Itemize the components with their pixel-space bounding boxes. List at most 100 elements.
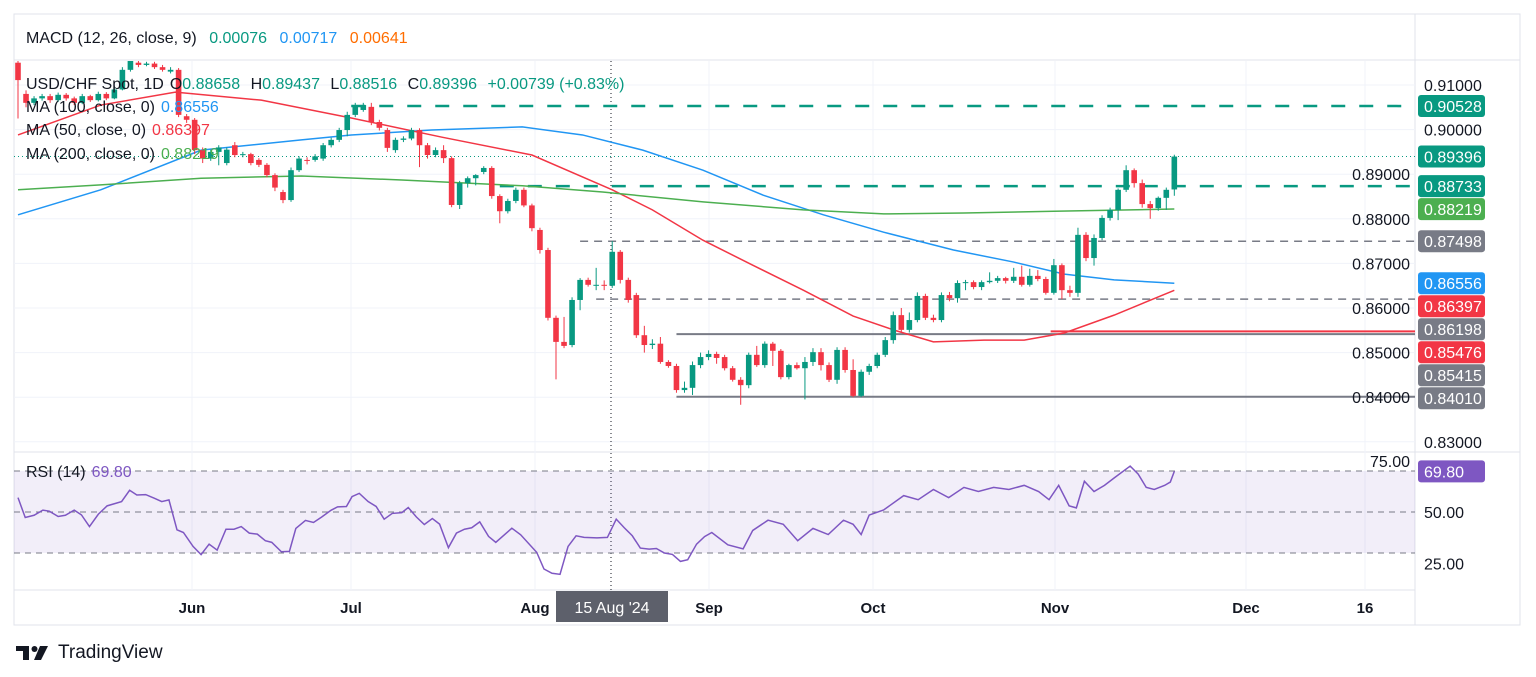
- candle[interactable]: [802, 357, 808, 400]
- candle[interactable]: [232, 142, 238, 158]
- candle[interactable]: [1043, 276, 1049, 295]
- candle[interactable]: [585, 277, 591, 287]
- candle[interactable]: [737, 377, 744, 405]
- ma200-legend[interactable]: MA (200, close, 0) 0.88219: [26, 145, 225, 165]
- candle[interactable]: [497, 194, 503, 224]
- candle[interactable]: [874, 352, 881, 369]
- candle[interactable]: [890, 311, 897, 344]
- candle[interactable]: [946, 291, 953, 302]
- candle[interactable]: [649, 339, 656, 350]
- candle[interactable]: [191, 118, 198, 155]
- candle[interactable]: [745, 352, 752, 389]
- candle[interactable]: [954, 280, 961, 303]
- candle[interactable]: [488, 166, 495, 199]
- candle[interactable]: [183, 113, 190, 123]
- candle[interactable]: [1010, 267, 1017, 284]
- candle[interactable]: [143, 61, 150, 67]
- candle[interactable]: [633, 292, 640, 338]
- candle[interactable]: [697, 352, 704, 369]
- candle[interactable]: [79, 93, 86, 105]
- candle[interactable]: [424, 142, 431, 159]
- candle[interactable]: [288, 167, 294, 202]
- candle[interactable]: [151, 61, 158, 69]
- candle[interactable]: [336, 127, 342, 143]
- candle[interactable]: [938, 292, 945, 323]
- candle[interactable]: [609, 241, 616, 288]
- candle[interactable]: [569, 297, 575, 348]
- candle[interactable]: [761, 341, 768, 368]
- moving-average-line[interactable]: [17, 91, 1175, 343]
- candle[interactable]: [55, 92, 61, 102]
- candle[interactable]: [689, 361, 696, 395]
- candle[interactable]: [561, 316, 567, 349]
- candle[interactable]: [103, 92, 110, 101]
- candle[interactable]: [1163, 187, 1170, 210]
- candle[interactable]: [1155, 196, 1162, 211]
- candle[interactable]: [729, 365, 736, 382]
- candle[interactable]: [545, 247, 551, 321]
- candle[interactable]: [818, 348, 824, 371]
- ma50-label[interactable]: MA (50, close, 0): [26, 122, 147, 139]
- symbol-legend[interactable]: USD/CHF Spot, 1D O0.88658 H0.89437 L0.885…: [26, 75, 630, 95]
- candle[interactable]: [223, 147, 230, 166]
- candle[interactable]: [87, 94, 94, 102]
- candle[interactable]: [31, 96, 37, 106]
- candle[interactable]: [994, 275, 1001, 284]
- ma200-label[interactable]: MA (200, close, 0): [26, 146, 155, 163]
- candle[interactable]: [778, 349, 784, 380]
- candle[interactable]: [1099, 215, 1105, 241]
- candle[interactable]: [617, 250, 624, 284]
- candle[interactable]: [71, 96, 78, 106]
- rsi-label[interactable]: RSI (14): [26, 464, 86, 481]
- candle[interactable]: [593, 267, 599, 291]
- candle[interactable]: [167, 67, 174, 74]
- candle[interactable]: [834, 347, 840, 384]
- candle[interactable]: [882, 336, 889, 358]
- candle[interactable]: [416, 128, 423, 168]
- candle[interactable]: [1131, 168, 1137, 188]
- candle[interactable]: [472, 174, 479, 186]
- candle[interactable]: [440, 145, 447, 164]
- candle[interactable]: [384, 127, 391, 152]
- candle[interactable]: [256, 158, 262, 168]
- candle[interactable]: [248, 152, 254, 166]
- candle[interactable]: [39, 93, 45, 101]
- candle[interactable]: [529, 203, 535, 232]
- candle[interactable]: [898, 308, 905, 333]
- candle[interactable]: [1115, 188, 1121, 221]
- price-axis[interactable]: 0.91000 0.90000 0.89000 0.88000 0.87000 0.860…: [1352, 78, 1485, 573]
- candle[interactable]: [368, 102, 375, 126]
- candle[interactable]: [673, 363, 680, 393]
- candle[interactable]: [1075, 227, 1081, 297]
- candle[interactable]: [344, 111, 351, 137]
- candle[interactable]: [657, 336, 664, 364]
- candle[interactable]: [304, 157, 310, 165]
- candle[interactable]: [1002, 276, 1009, 284]
- candle[interactable]: [1035, 270, 1041, 282]
- candle[interactable]: [753, 345, 760, 367]
- ma100-label[interactable]: MA (100, close, 0): [26, 99, 155, 116]
- candle[interactable]: [858, 369, 864, 398]
- candle[interactable]: [1171, 154, 1178, 196]
- candle[interactable]: [296, 156, 302, 172]
- candle[interactable]: [408, 127, 415, 141]
- candle[interactable]: [601, 280, 607, 291]
- candle[interactable]: [1091, 234, 1097, 266]
- candle[interactable]: [47, 93, 53, 103]
- candle[interactable]: [63, 93, 69, 101]
- candle[interactable]: [312, 154, 318, 162]
- candle[interactable]: [119, 67, 126, 91]
- moving-average-line[interactable]: [17, 126, 1175, 284]
- symbol-title[interactable]: USD/CHF Spot, 1D: [26, 76, 164, 93]
- ma100-legend[interactable]: MA (100, close, 0) 0.86556: [26, 98, 225, 118]
- candle[interactable]: [264, 163, 270, 178]
- price-pane[interactable]: [14, 58, 1415, 405]
- candle[interactable]: [1123, 165, 1129, 193]
- candle[interactable]: [713, 351, 720, 364]
- candle[interactable]: [240, 151, 246, 158]
- candle[interactable]: [320, 142, 326, 161]
- candle[interactable]: [175, 68, 182, 118]
- candle[interactable]: [1107, 207, 1113, 221]
- candle[interactable]: [159, 64, 166, 72]
- candle[interactable]: [480, 166, 487, 175]
